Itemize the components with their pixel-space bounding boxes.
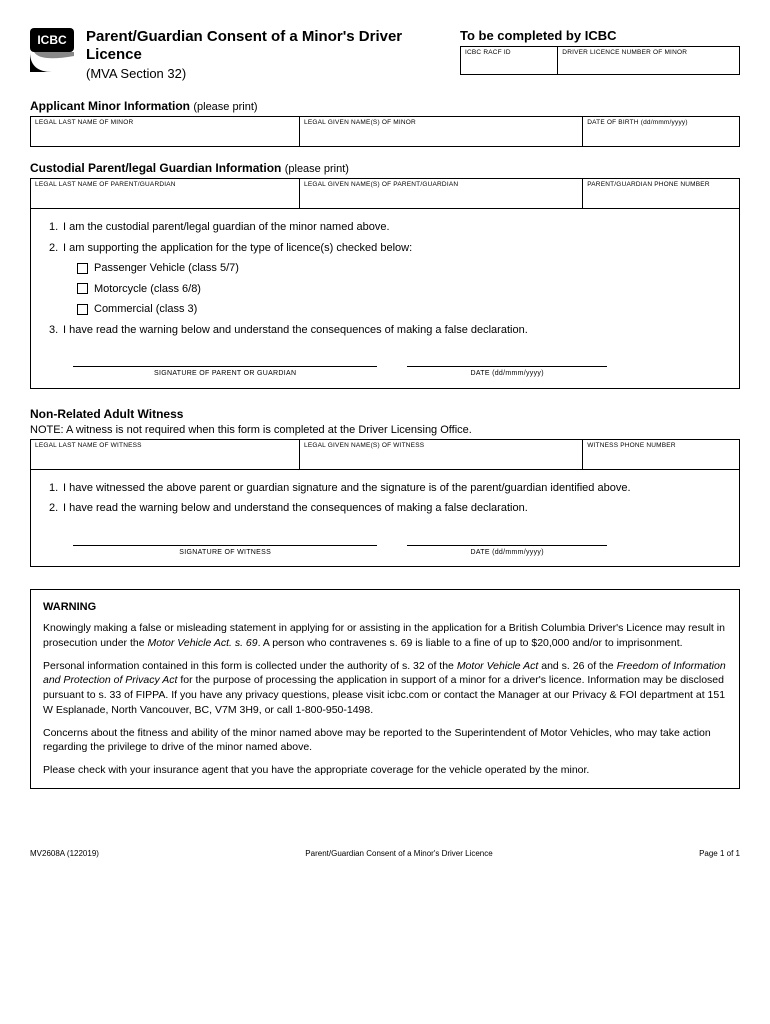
witness-note: NOTE: A witness is not required when thi… (30, 424, 740, 436)
section-witness-title: Non-Related Adult Witness (30, 407, 740, 421)
form-title: Parent/Guardian Consent of a Minor's Dri… (86, 28, 448, 64)
icbc-completion-block: To be completed by ICBC ICBC RACF ID DRI… (460, 28, 740, 75)
witness-lastname-field[interactable]: LEGAL LAST NAME OF WITNESS (31, 440, 300, 469)
statement-2: 2.I am supporting the application for th… (49, 240, 727, 257)
minor-lastname-field[interactable]: LEGAL LAST NAME OF MINOR (31, 117, 300, 146)
warning-box: WARNING Knowingly making a false or misl… (30, 589, 740, 789)
guardian-signature-date-field[interactable]: DATE (dd/mmm/yyyy) (407, 366, 607, 380)
witness-signature-field[interactable]: SIGNATURE OF WITNESS (73, 545, 377, 559)
minor-dob-field[interactable]: DATE OF BIRTH (dd/mmm/yyyy) (583, 117, 739, 146)
witness-signature-date-field[interactable]: DATE (dd/mmm/yyyy) (407, 545, 607, 559)
witness-phone-field[interactable]: WITNESS PHONE NUMBER (583, 440, 739, 469)
checkbox-icon[interactable] (77, 304, 88, 315)
guardian-givenname-field[interactable]: LEGAL GIVEN NAME(S) OF PARENT/GUARDIAN (300, 179, 583, 208)
witness-statement-2: 2.I have read the warning below and unde… (49, 500, 727, 517)
checkbox-commercial[interactable]: Commercial (class 3) (43, 301, 727, 318)
guardian-phone-field[interactable]: PARENT/GUARDIAN PHONE NUMBER (583, 179, 739, 208)
warning-p4: Please check with your insurance agent t… (43, 763, 727, 778)
minor-givenname-field[interactable]: LEGAL GIVEN NAME(S) OF MINOR (300, 117, 583, 146)
section-applicant-title: Applicant Minor Information (please prin… (30, 99, 740, 113)
statement-3: 3.I have read the warning below and unde… (49, 322, 727, 339)
icbc-heading: To be completed by ICBC (460, 28, 740, 43)
checkbox-icon[interactable] (77, 263, 88, 274)
witness-givenname-field[interactable]: LEGAL GIVEN NAME(S) OF WITNESS (300, 440, 583, 469)
statement-1: 1.I am the custodial parent/legal guardi… (49, 219, 727, 236)
warning-p3: Concerns about the fitness and ability o… (43, 726, 727, 755)
witness-fields: LEGAL LAST NAME OF WITNESS LEGAL GIVEN N… (30, 439, 740, 469)
warning-title: WARNING (43, 600, 727, 615)
icbc-racf-id-field[interactable]: ICBC RACF ID (461, 47, 558, 74)
driver-licence-number-field[interactable]: DRIVER LICENCE NUMBER OF MINOR (558, 47, 739, 74)
warning-p2: Personal information contained in this f… (43, 659, 727, 718)
form-subtitle: (MVA Section 32) (86, 66, 448, 81)
header: ICBC Parent/Guardian Consent of a Minor'… (30, 28, 740, 81)
warning-p1: Knowingly making a false or misleading s… (43, 621, 727, 650)
applicant-fields: LEGAL LAST NAME OF MINOR LEGAL GIVEN NAM… (30, 116, 740, 147)
guardian-lastname-field[interactable]: LEGAL LAST NAME OF PARENT/GUARDIAN (31, 179, 300, 208)
icbc-logo-icon: ICBC (30, 28, 74, 72)
title-block: Parent/Guardian Consent of a Minor's Dri… (86, 28, 448, 81)
guardian-signature-field[interactable]: SIGNATURE OF PARENT OR GUARDIAN (73, 366, 377, 380)
form-number: MV2608A (122019) (30, 849, 99, 858)
checkbox-passenger[interactable]: Passenger Vehicle (class 5/7) (43, 260, 727, 277)
guardian-declaration: 1.I am the custodial parent/legal guardi… (30, 208, 740, 389)
witness-statement-1: 1.I have witnessed the above parent or g… (49, 480, 727, 497)
page-footer: MV2608A (122019) Parent/Guardian Consent… (30, 849, 740, 858)
footer-title: Parent/Guardian Consent of a Minor's Dri… (305, 849, 492, 858)
witness-declaration: 1.I have witnessed the above parent or g… (30, 469, 740, 568)
checkbox-icon[interactable] (77, 283, 88, 294)
svg-text:ICBC: ICBC (37, 33, 67, 47)
guardian-fields: LEGAL LAST NAME OF PARENT/GUARDIAN LEGAL… (30, 178, 740, 208)
page-number: Page 1 of 1 (699, 849, 740, 858)
section-guardian-title: Custodial Parent/legal Guardian Informat… (30, 161, 740, 175)
checkbox-motorcycle[interactable]: Motorcycle (class 6/8) (43, 281, 727, 298)
